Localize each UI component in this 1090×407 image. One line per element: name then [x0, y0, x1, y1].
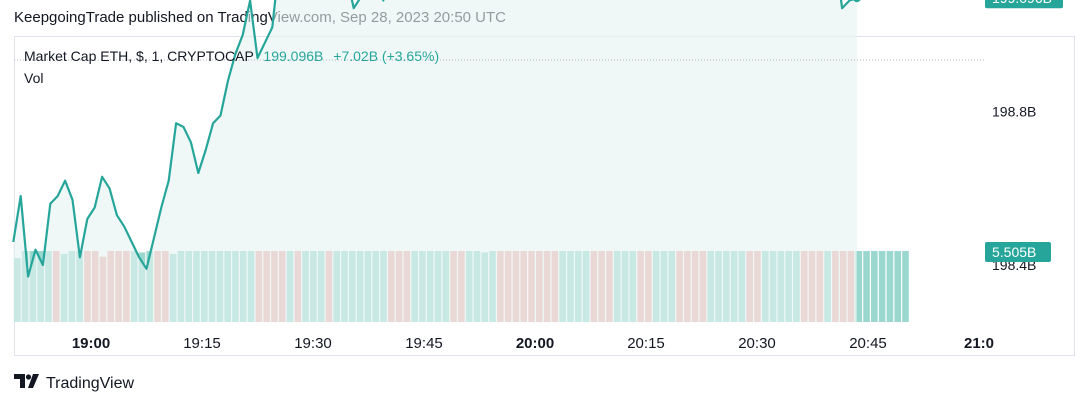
price-area-fill — [13, 0, 857, 322]
price-value-tag: 199.096B — [992, 0, 1052, 6]
chart-legend: Market Cap ETH, $, 1, CRYPTOCAP 199.096B… — [24, 48, 439, 64]
legend-symbol: Market Cap ETH, $, 1, CRYPTOCAP — [24, 48, 254, 64]
x-tick-label: 19:45 — [405, 335, 443, 352]
tradingview-logo-icon — [14, 374, 40, 393]
x-tick-label: 20:15 — [627, 335, 665, 352]
x-tick-label: 19:30 — [294, 335, 332, 352]
x-tick-label: 21:0 — [964, 335, 994, 352]
legend-value: 199.096B — [263, 48, 324, 64]
x-tick-label: 20:30 — [738, 335, 776, 352]
x-tick-label: 20:45 — [849, 335, 887, 352]
x-tick-label: 19:15 — [183, 335, 221, 352]
volume-bar — [863, 251, 870, 322]
volume-bar — [871, 251, 878, 322]
x-tick-label: 20:00 — [516, 335, 554, 352]
volume-bar — [902, 251, 909, 322]
price-line — [12, 0, 855, 278]
volume-value-tag: 5.505B — [992, 244, 1036, 260]
price-value-tag-bg — [985, 0, 1063, 9]
volume-bar — [878, 251, 886, 322]
footer-brand[interactable]: TradingView — [14, 374, 134, 393]
volume-value-tag-bg — [985, 242, 1051, 262]
volume-bar — [886, 251, 894, 322]
x-tick-label: 19:00 — [72, 335, 110, 352]
last-price-dot — [853, 0, 861, 3]
volume-bar — [894, 251, 902, 322]
footer-brand-label: TradingView — [46, 374, 135, 392]
legend-change: +7.02B (+3.65%) — [333, 48, 440, 64]
volume-bar — [855, 251, 863, 322]
volume-legend-label: Vol — [24, 70, 44, 86]
y-tick-label: 198.8B — [992, 104, 1036, 120]
